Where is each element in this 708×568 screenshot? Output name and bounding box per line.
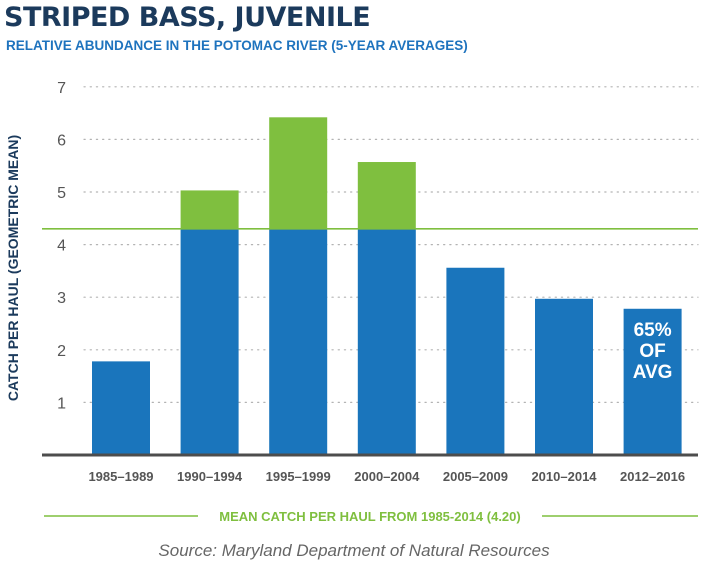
bar-base-2	[180, 228, 239, 455]
bar-annotation: AVG	[633, 362, 673, 383]
y-tick-label: 7	[57, 80, 66, 97]
bar-above-mean-4	[357, 162, 416, 229]
x-tick-label: 1990–1994	[177, 469, 243, 484]
x-tick-label: 1995–1999	[266, 469, 331, 484]
bar-annotation: 65%	[634, 320, 672, 341]
y-tick-label: 1	[57, 395, 66, 412]
legend-label: MEAN CATCH PER HAUL FROM 1985-2014 (4.20…	[219, 509, 520, 524]
bar-base-7	[623, 308, 682, 455]
bar-annotation: OF	[639, 341, 665, 362]
y-tick-label: 4	[57, 238, 66, 255]
y-tick-label: 2	[57, 343, 66, 360]
y-tick-label: 3	[57, 290, 66, 307]
y-tick-label: 5	[57, 185, 66, 202]
chart-title: STRIPED BASS, JUVENILE	[4, 2, 371, 33]
y-axis-label: CATCH PER HAUL (GEOMETRIC MEAN)	[5, 135, 21, 401]
x-tick-label: 2000–2004	[354, 469, 420, 484]
bar-base-5	[446, 267, 505, 455]
bar-base-4	[357, 228, 416, 455]
x-tick-label: 2010–2014	[531, 469, 597, 484]
bar-above-mean-3	[269, 117, 328, 229]
bar-above-mean-2	[180, 190, 239, 229]
bar-base-1	[92, 361, 150, 455]
y-tick-label: 6	[57, 132, 66, 149]
x-tick-label: 1985–1989	[88, 469, 153, 484]
source-note: Source: Maryland Department of Natural R…	[158, 541, 550, 560]
bar-base-3	[269, 228, 328, 455]
chart-subtitle: RELATIVE ABUNDANCE IN THE POTOMAC RIVER …	[6, 38, 468, 53]
x-tick-label: 2012–2016	[620, 469, 685, 484]
bar-chart: 1 2 3 4 5 6 7 CATCH PER HAUL (GEOMETRIC MEAN) 19…	[5, 80, 699, 524]
bar-base-6	[535, 298, 593, 455]
x-tick-label: 2005–2009	[443, 469, 508, 484]
